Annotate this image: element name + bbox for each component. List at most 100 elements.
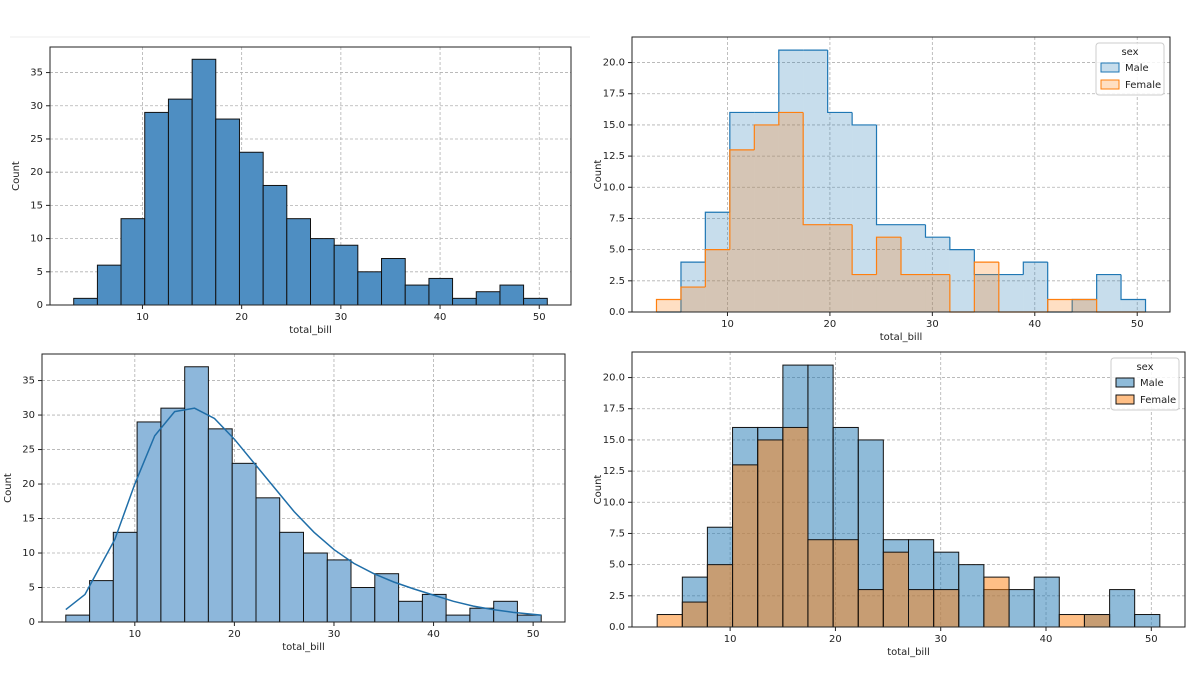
step-fill (1072, 299, 1097, 312)
x-tick-label: 20 (235, 312, 248, 323)
step-fill (1047, 299, 1073, 312)
legend-box (1095, 42, 1165, 96)
bar (958, 564, 985, 628)
step-fill (852, 274, 877, 312)
y-tick-label: 15 (22, 514, 35, 525)
y-axis-label: Count (593, 475, 604, 505)
bar (1033, 576, 1060, 628)
bar (238, 151, 264, 306)
bar (499, 284, 525, 306)
x-tick-label: 20 (824, 319, 837, 330)
y-tick-label: 35 (22, 376, 35, 387)
step-edge (704, 211, 730, 263)
step-fill (974, 262, 999, 312)
y-tick-label: 10.0 (603, 182, 625, 193)
bar (428, 277, 454, 306)
bar (231, 462, 257, 623)
bar (310, 238, 335, 306)
bar (333, 244, 359, 306)
y-tick-label: 30 (30, 101, 43, 112)
bar (516, 614, 542, 623)
bar (326, 559, 352, 623)
y-tick-label: 15.0 (603, 120, 625, 131)
step-fill (974, 274, 999, 312)
step-fill (754, 112, 779, 312)
y-tick-label: 7.5 (609, 528, 625, 539)
y-tick-label: 12.5 (603, 466, 625, 477)
bar (1134, 614, 1161, 628)
bar (757, 439, 784, 628)
bar (1008, 589, 1035, 628)
x-tick-label: 20 (829, 634, 842, 645)
step-fill (925, 274, 950, 312)
bar (398, 600, 423, 623)
x-tick-label: 50 (527, 629, 540, 640)
step-fill (1096, 274, 1122, 312)
step-fill (876, 237, 901, 312)
step-edge (704, 249, 730, 288)
bar (374, 573, 400, 623)
x-axis-label: total_bill (282, 642, 325, 653)
x-tick-label: 30 (328, 629, 341, 640)
y-tick-label: 25 (22, 445, 35, 456)
bar (452, 297, 477, 306)
step-edge (778, 111, 804, 125)
step-fill (1072, 299, 1097, 312)
step-edge (973, 261, 999, 312)
bar (167, 98, 193, 306)
step-fill (827, 112, 853, 312)
x-tick-label: 40 (434, 312, 447, 323)
legend-label: Male (1125, 63, 1149, 74)
y-tick-label: 0 (29, 617, 35, 628)
step-edge (827, 50, 853, 114)
x-axis-label: total_bill (887, 647, 930, 658)
x-tick-label: 10 (128, 629, 141, 640)
step-fill (778, 50, 804, 312)
y-axis-label: Count (593, 160, 604, 190)
bar (279, 531, 304, 623)
x-tick-label: 40 (1028, 319, 1041, 330)
step-edge (851, 224, 877, 276)
bar (286, 218, 312, 306)
legend-swatch (1115, 394, 1135, 405)
axes-frame (631, 36, 1171, 313)
legend-swatch (1100, 62, 1120, 73)
x-axis-label: total_bill (880, 332, 923, 343)
step-fill (852, 124, 877, 312)
step-fill (705, 212, 730, 312)
bar (160, 407, 186, 623)
bar (782, 426, 809, 628)
x-tick-label: 20 (228, 629, 241, 640)
bar (65, 614, 91, 623)
y-tick-label: 2.5 (609, 591, 625, 602)
bar (357, 271, 383, 306)
step-fill (705, 249, 730, 312)
bar (656, 614, 683, 628)
x-tick-label: 10 (721, 319, 734, 330)
y-tick-label: 5.0 (609, 560, 625, 571)
bar (136, 421, 162, 623)
legend-title: sex (1121, 47, 1138, 58)
y-tick-label: 25 (30, 134, 43, 145)
step-fill (803, 50, 828, 312)
y-tick-label: 0.0 (609, 307, 625, 318)
step-edge (729, 149, 755, 250)
bar (120, 218, 146, 306)
step-fill (949, 249, 975, 312)
kde-line (65, 407, 542, 616)
x-tick-label: 10 (724, 634, 737, 645)
bar (681, 601, 708, 628)
axes-frame (49, 46, 572, 306)
bar (184, 366, 209, 623)
bar (908, 589, 935, 628)
bar (983, 576, 1010, 628)
bar (404, 284, 430, 306)
legend-swatch (1115, 377, 1135, 388)
step-edge (753, 124, 779, 150)
step-edge (1022, 261, 1048, 275)
step-fill (656, 299, 681, 312)
x-axis-label: total_bill (289, 325, 332, 336)
bar (445, 614, 471, 623)
bar (350, 587, 376, 623)
y-tick-label: 17.5 (603, 404, 625, 415)
